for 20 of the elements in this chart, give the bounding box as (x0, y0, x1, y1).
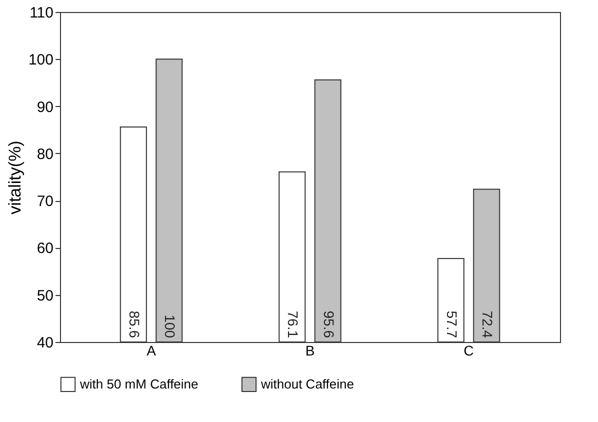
y-tick-label: 100 (28, 52, 54, 69)
data-label: 85.6 (126, 310, 142, 338)
legend-label: without Caffeine (260, 376, 354, 392)
legend-label: with 50 mM Caffeine (79, 376, 198, 392)
data-label: 72.4 (480, 310, 496, 338)
y-axis-title: vitality(%) (5, 140, 24, 214)
y-tick-label: 60 (36, 240, 54, 258)
data-label: 76.1 (285, 310, 302, 338)
x-tick-label: C (464, 342, 474, 358)
y-tick-label: 80 (36, 146, 54, 163)
x-tick-label: A (146, 342, 157, 358)
y-tick-label: 90 (36, 98, 54, 116)
y-tick-label: 110 (30, 4, 54, 22)
data-label: 57.7 (444, 310, 460, 338)
data-label: 100 (162, 314, 178, 338)
x-tick-label: B (305, 342, 315, 358)
y-tick-label: 70 (36, 193, 54, 210)
y-tick-label: 40 (36, 334, 54, 352)
data-label: 95.6 (320, 310, 337, 338)
y-tick-label: 50 (36, 287, 54, 304)
